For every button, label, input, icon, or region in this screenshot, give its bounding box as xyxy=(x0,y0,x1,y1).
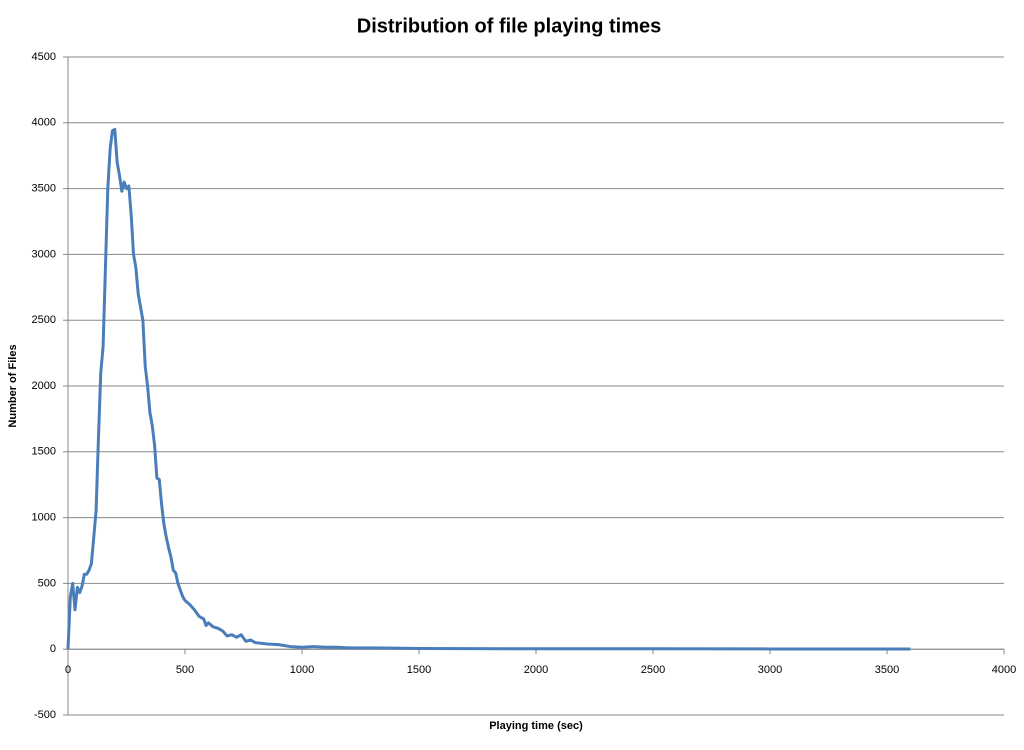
x-tick-label: 0 xyxy=(65,664,71,676)
y-tick-label: 0 xyxy=(50,643,56,655)
y-tick-label: 500 xyxy=(38,577,56,589)
y-axis-title: Number of Files xyxy=(7,344,19,427)
y-tick-label: 2500 xyxy=(32,314,56,326)
chart-title: Distribution of file playing times xyxy=(357,15,661,37)
y-tick-label: 4500 xyxy=(32,51,56,63)
y-tick-label: 3000 xyxy=(32,248,56,260)
x-tick-label: 3500 xyxy=(875,664,899,676)
y-tick-label: -500 xyxy=(34,709,56,721)
data-line xyxy=(66,127,911,651)
x-tick-label: 1000 xyxy=(290,664,314,676)
x-tick-label: 2000 xyxy=(524,664,548,676)
x-tick-label: 1500 xyxy=(407,664,431,676)
x-tick-label: 3000 xyxy=(758,664,782,676)
y-tick-label: 1000 xyxy=(32,512,56,524)
x-tick-label: 2500 xyxy=(641,664,665,676)
y-tick-label: 4000 xyxy=(32,117,56,129)
y-tick-label: 1500 xyxy=(32,446,56,458)
x-tick-label: 4000 xyxy=(992,664,1016,676)
y-tick-label: 3500 xyxy=(32,183,56,195)
y-tick-label: 2000 xyxy=(32,380,56,392)
x-tick-label: 500 xyxy=(176,664,194,676)
x-axis-title: Playing time (sec) xyxy=(489,720,583,732)
